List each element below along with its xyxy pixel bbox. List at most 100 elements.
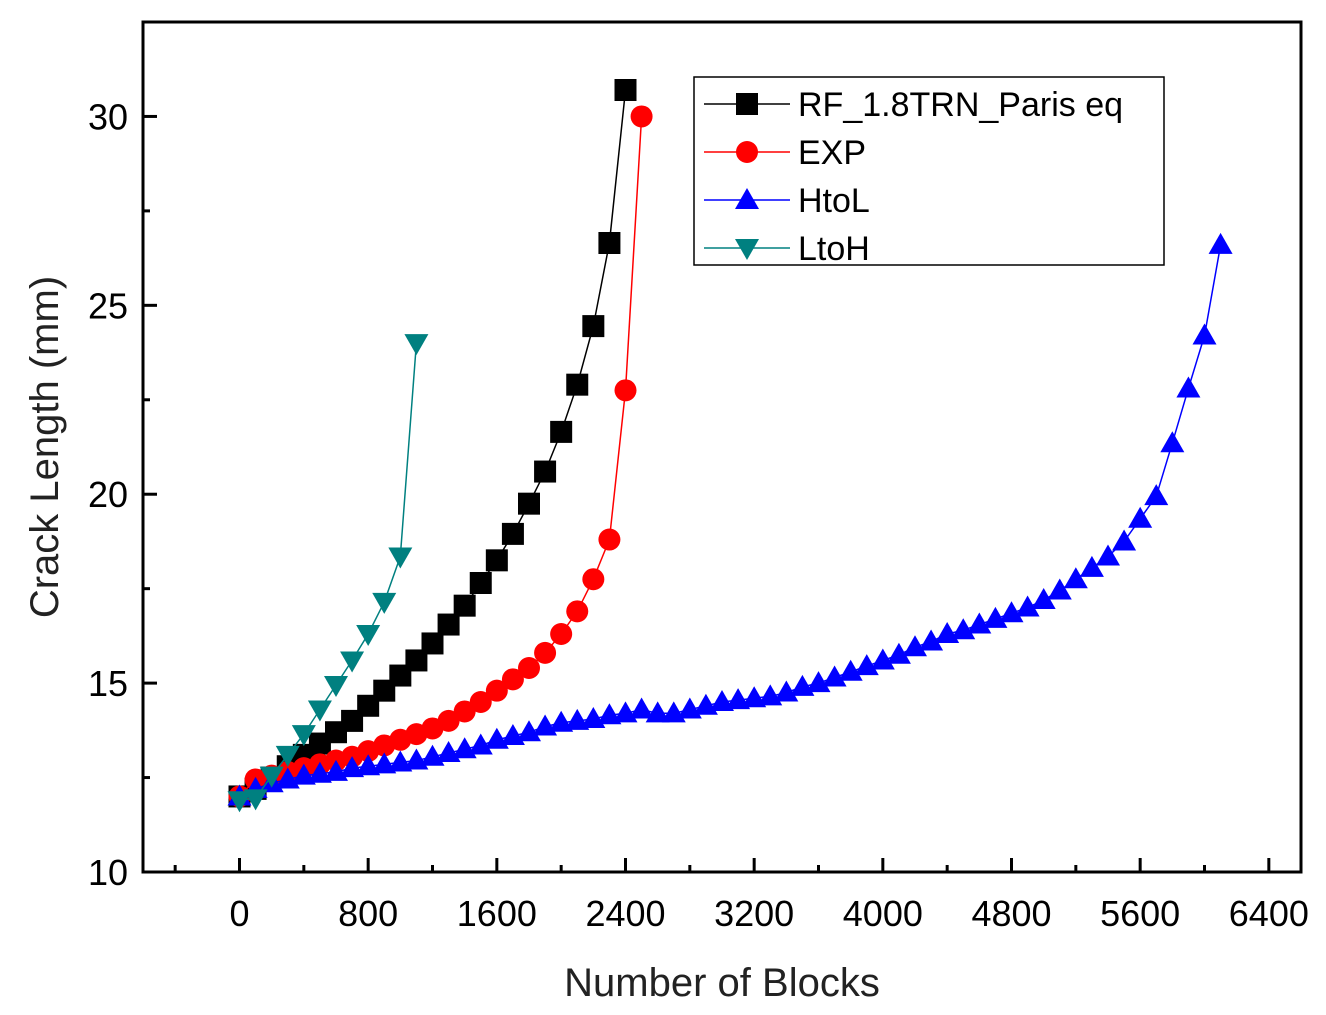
data-point-triangle-up [340,756,365,778]
data-point-triangle-up [999,601,1024,623]
data-point-triangle-up [468,733,493,755]
y-tick-label-4: 30 [88,96,128,137]
data-point-circle [485,679,508,702]
data-point-triangle-down [259,766,284,788]
data-point-triangle-up [1079,555,1104,577]
data-point-triangle-up [806,671,831,693]
data-point-triangle-up [1015,595,1040,617]
plot-layer [227,79,1233,813]
data-point-triangle-down [372,592,397,614]
legend-label-triangle-up: HtoL [798,182,870,220]
legend-marker-circle [736,141,758,163]
data-point-square [550,420,573,443]
data-point-triangle-up [372,752,397,774]
data-point-triangle-up [1160,431,1185,453]
x-tick-label-2: 1600 [457,893,537,934]
legend-marker-triangle-down [735,239,759,260]
data-point-triangle-up [1096,544,1120,566]
data-point-triangle-down [275,745,300,767]
legend-marker-square [736,93,758,115]
data-point-triangle-up [1063,567,1088,589]
data-point-triangle-up [886,642,911,664]
y-tick-label-1: 15 [88,663,128,704]
data-point-square [405,649,428,672]
data-point-triangle-up [1128,506,1153,528]
series-triangle-down [227,334,429,813]
data-point-triangle-up [951,618,976,640]
y-axis-title: Crack Length (mm) [23,276,67,618]
data-point-triangle-up [1031,588,1056,609]
legend-box [693,76,1165,266]
legend-marker-triangle-up [735,188,759,209]
data-point-triangle-down [291,725,316,747]
data-point-square [437,613,460,636]
x-axis-title: Number of Blocks [564,961,880,1005]
x-tick-label-1: 800 [338,893,398,934]
data-point-square [582,315,605,338]
y-tick-label-2: 20 [88,474,128,515]
data-point-circle [598,528,621,551]
data-point-circle [501,668,524,691]
data-point-triangle-up [919,629,944,651]
data-point-triangle-up [774,680,799,702]
data-point-triangle-up [710,690,734,711]
data-point-triangle-up [356,754,381,776]
data-point-triangle-down [227,791,252,813]
data-point-triangle-up [565,708,590,730]
data-point-triangle-up [903,635,927,657]
data-point-triangle-up [726,688,751,710]
data-point-triangle-up [388,750,413,772]
data-point-triangle-down [388,547,413,569]
data-point-square [518,492,540,515]
legend: RF_1.8TRN_Paris eq EXP HtoL LtoH [693,76,1165,268]
data-point-triangle-up [1208,232,1233,254]
data-point-triangle-up [870,648,895,670]
series-triangle-up [227,232,1233,806]
data-point-square [453,594,476,617]
x-tick-label-7: 5600 [1100,893,1180,934]
x-tick-label-8: 6400 [1229,893,1309,934]
legend-label-circle: EXP [798,134,866,172]
data-point-square [501,522,524,545]
x-tick-label-3: 2400 [585,893,665,934]
data-point-square [485,549,508,572]
data-point-triangle-up [983,606,1008,628]
data-point-triangle-down [324,676,348,697]
data-point-circle [566,600,589,623]
data-point-circle [534,641,557,664]
data-point-square [614,79,637,101]
plot-frame [141,20,1303,874]
data-point-circle [582,568,605,591]
data-point-triangle-down [356,625,381,646]
data-point-triangle-up [838,659,863,681]
data-point-triangle-up [1176,376,1201,398]
data-point-circle [453,700,476,723]
data-point-triangle-up [517,720,541,742]
data-point-triangle-up [1047,578,1072,600]
data-point-circle [614,379,637,402]
data-point-circle [437,709,460,732]
data-point-triangle-up [597,703,622,725]
data-point-triangle-up [822,665,847,687]
data-point-triangle-down [243,789,268,811]
data-point-triangle-down [307,700,332,722]
data-point-circle [518,657,540,679]
x-tick-label-6: 4800 [971,893,1051,934]
legend-label-square: RF_1.8TRN_Paris eq [798,86,1123,124]
legend-label-triangle-down: LtoH [798,230,870,268]
data-point-square [534,460,557,483]
axis-layer: 0 800 1600 2400 3200 4000 4800 5600 6400 10 15 20 25… [88,96,1309,934]
data-point-square [566,373,589,396]
data-point-triangle-up [549,710,574,732]
data-point-triangle-up [1144,484,1169,506]
x-tick-label-5: 4000 [843,893,923,934]
legend-entries: RF_1.8TRN_Paris eq EXP HtoL LtoH [704,86,1123,268]
y-tick-label-0: 10 [88,852,128,893]
data-point-triangle-up [967,612,992,634]
data-point-circle [550,623,573,645]
data-point-triangle-up [629,697,654,719]
data-point-triangle-down [340,651,365,673]
y-tick-label-3: 25 [88,285,128,326]
data-point-square [469,572,492,594]
